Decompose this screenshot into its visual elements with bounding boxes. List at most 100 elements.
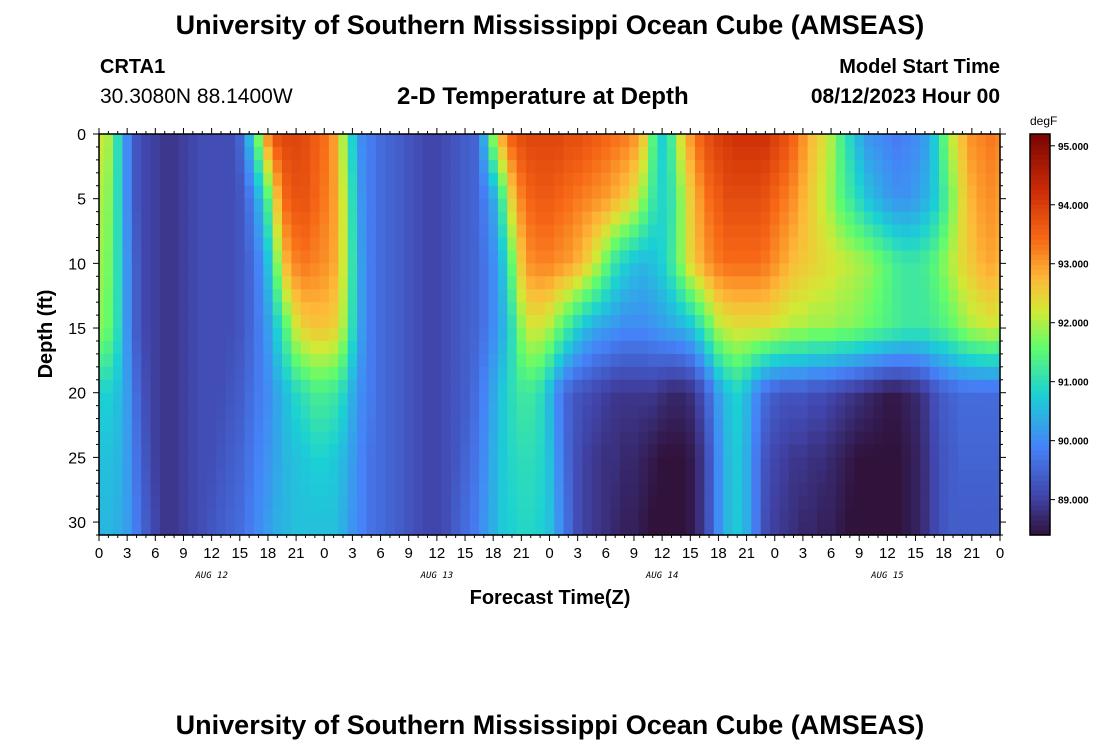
heatmap-cell	[910, 366, 921, 381]
heatmap-cell	[507, 146, 518, 161]
heatmap-cell	[751, 444, 762, 458]
heatmap-cell	[741, 379, 752, 394]
heatmap-cell	[910, 315, 921, 329]
heatmap-cell	[591, 328, 602, 342]
heatmap-cell	[131, 353, 142, 368]
heatmap-cell	[413, 340, 424, 355]
heatmap-cell	[272, 237, 283, 252]
heatmap-cell	[854, 379, 865, 394]
heatmap-cell	[788, 366, 799, 381]
heatmap-cell	[920, 211, 931, 226]
heatmap-cell	[347, 379, 358, 394]
heatmap-cell	[99, 340, 105, 355]
heatmap-cell	[263, 431, 274, 446]
heatmap-cell	[131, 146, 142, 161]
heatmap-cell	[441, 379, 452, 394]
heatmap-cell	[760, 470, 771, 484]
heatmap-cell	[601, 276, 612, 290]
heatmap-cell	[826, 392, 837, 407]
heatmap-cell	[469, 470, 480, 484]
heatmap-cell	[488, 211, 499, 226]
heatmap-cell	[638, 470, 649, 484]
heatmap-cell	[798, 457, 809, 471]
heatmap-cell	[469, 340, 480, 355]
heatmap-cell	[197, 366, 208, 381]
heatmap-cell	[563, 198, 574, 213]
heatmap-cell	[357, 496, 368, 510]
heatmap-cell	[816, 496, 827, 510]
heatmap-cell	[779, 315, 790, 329]
heatmap-cell	[995, 328, 1001, 342]
heatmap-cell	[685, 263, 696, 277]
heatmap-cell	[432, 146, 443, 161]
heatmap-cell	[995, 405, 1001, 420]
heatmap-cell	[450, 444, 461, 458]
heatmap-cell	[394, 328, 405, 342]
heatmap-cell	[741, 366, 752, 381]
colorbar-cell	[1030, 519, 1050, 526]
heatmap-cell	[732, 276, 743, 290]
heatmap-cell	[497, 366, 508, 381]
heatmap-cell	[798, 522, 809, 536]
heatmap-cell	[235, 392, 246, 407]
heatmap-cell	[948, 146, 959, 161]
heatmap-cell	[516, 224, 527, 239]
heatmap-cell	[235, 340, 246, 355]
heatmap-cell	[657, 289, 668, 303]
heatmap-cell	[141, 366, 152, 381]
heatmap-cell	[713, 315, 724, 329]
heatmap-cell	[892, 224, 903, 239]
heatmap-cell	[816, 315, 827, 329]
heatmap-cell	[394, 496, 405, 510]
heatmap-cell	[235, 198, 246, 213]
heatmap-cell	[901, 250, 912, 264]
heatmap-cell	[225, 392, 236, 407]
heatmap-cell	[441, 522, 452, 536]
heatmap-cell	[497, 392, 508, 407]
heatmap-cell	[160, 444, 170, 458]
heatmap-cell	[760, 185, 771, 200]
heatmap-cell	[282, 392, 293, 407]
heatmap-cell	[544, 496, 555, 510]
heatmap-cell	[328, 250, 339, 264]
heatmap-cell	[141, 483, 152, 497]
heatmap-cell	[441, 392, 452, 407]
heatmap-cell	[479, 250, 490, 264]
heatmap-cell	[366, 457, 377, 471]
heatmap-cell	[582, 224, 593, 239]
heatmap-cell	[263, 418, 274, 433]
heatmap-cell	[657, 366, 668, 381]
heatmap-cell	[206, 431, 217, 446]
heatmap-cell	[845, 237, 856, 252]
heatmap-cell	[131, 457, 142, 471]
heatmap-cell	[169, 276, 180, 290]
heatmap-cell	[216, 405, 227, 420]
heatmap-cell	[225, 496, 236, 510]
heatmap-cell	[263, 250, 274, 264]
heatmap-cell	[99, 444, 105, 458]
heatmap-cell	[150, 289, 161, 303]
heatmap-cell	[178, 211, 189, 226]
heatmap-cell	[723, 289, 734, 303]
heatmap-cell	[582, 444, 593, 458]
heatmap-cell	[291, 198, 302, 213]
heatmap-cell	[572, 250, 583, 264]
heatmap-cell	[648, 302, 659, 316]
heatmap-cell	[150, 211, 161, 226]
heatmap-cell	[160, 431, 170, 446]
heatmap-cell	[338, 483, 349, 497]
heatmap-cell	[507, 276, 518, 290]
heatmap-cell	[591, 418, 602, 433]
heatmap-cell	[920, 263, 931, 277]
heatmap-cell	[291, 146, 302, 161]
heatmap-cell	[694, 211, 705, 226]
heatmap-cell	[572, 379, 583, 394]
heatmap-cell	[892, 289, 903, 303]
heatmap-cell	[845, 392, 856, 407]
heatmap-cell	[291, 172, 302, 187]
heatmap-cell	[713, 134, 724, 148]
x-tick-label: 0	[996, 545, 1004, 562]
heatmap-cell	[591, 185, 602, 200]
heatmap-cell	[985, 340, 996, 355]
heatmap-cell	[704, 302, 715, 316]
